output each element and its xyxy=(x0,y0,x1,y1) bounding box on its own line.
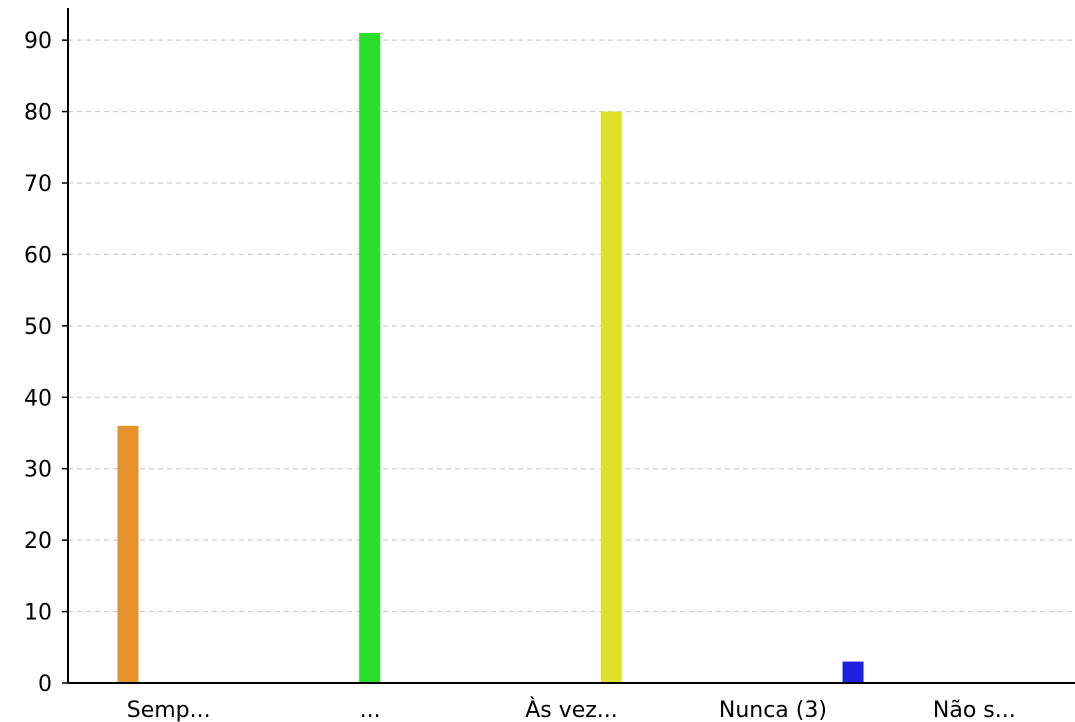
y-tick-label: 20 xyxy=(24,529,52,554)
y-tick-label: 60 xyxy=(24,243,52,268)
y-tick-label: 90 xyxy=(24,29,52,54)
x-tick-label: Às vez... xyxy=(525,697,618,722)
bars xyxy=(117,33,864,684)
y-tick-labels: 0 10 20 30 40 50 60 70 80 90 xyxy=(24,29,68,697)
y-tick-label: 70 xyxy=(24,172,52,197)
x-tick-label: ... xyxy=(360,698,381,722)
x-tick-labels: Semp...... Às vez... Nunca (3) Não s... xyxy=(127,697,1016,722)
y-tick-label: 30 xyxy=(24,458,52,483)
y-tick-label: 80 xyxy=(24,101,52,126)
bar xyxy=(842,661,864,683)
bar xyxy=(600,111,622,684)
x-tick-label: Não s... xyxy=(933,698,1016,722)
bar xyxy=(359,33,381,683)
y-tick-label: 0 xyxy=(38,672,52,697)
y-tick-label: 40 xyxy=(24,386,52,411)
y-tick-label: 50 xyxy=(24,315,52,340)
y-tick-label: 10 xyxy=(24,601,52,626)
bar xyxy=(117,425,139,683)
x-tick-label: Semp... xyxy=(127,698,211,722)
gridlines xyxy=(68,39,1075,613)
axes xyxy=(67,8,1075,684)
x-tick-label: Nunca (3) xyxy=(719,698,827,722)
